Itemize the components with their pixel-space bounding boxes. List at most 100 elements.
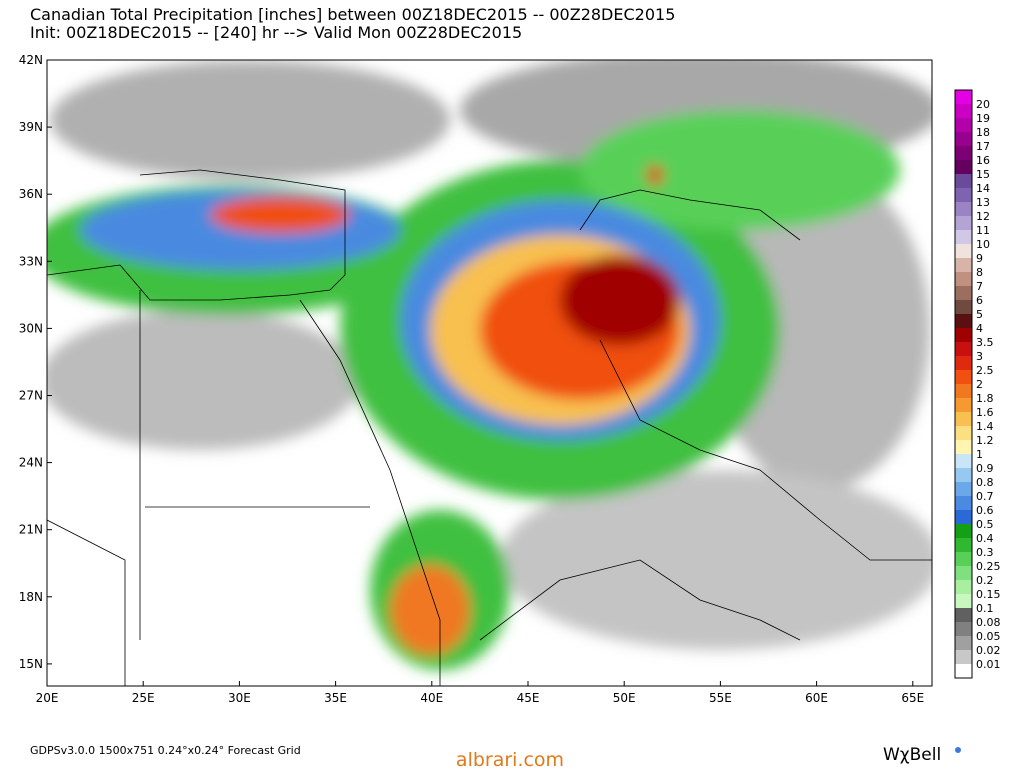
legend-label: 1 — [976, 448, 983, 461]
legend-swatch — [955, 104, 972, 118]
lon-label: 65E — [901, 691, 924, 705]
legend-label: 9 — [976, 252, 983, 265]
lon-label: 40E — [420, 691, 443, 705]
legend-label: 14 — [976, 182, 990, 195]
legend-swatch — [955, 160, 972, 174]
legend-swatch — [955, 622, 972, 636]
legend-frame — [954, 89, 973, 679]
coastlines — [47, 169, 932, 686]
lat-label: 15N — [19, 657, 43, 671]
brand: WχBell — [883, 745, 941, 765]
legend-label: 10 — [976, 238, 990, 251]
legend-swatch — [955, 300, 972, 314]
legend-label: 0.7 — [976, 490, 994, 503]
lat-label: 21N — [19, 523, 43, 537]
lon-label: 25E — [132, 691, 155, 705]
lat-label: 30N — [19, 321, 43, 335]
legend-label: 0.5 — [976, 518, 994, 531]
legend-label: 1.6 — [976, 406, 994, 419]
lon-label: 55E — [709, 691, 732, 705]
legend-swatch — [955, 174, 972, 188]
legend-label: 0.6 — [976, 504, 994, 517]
legend-label: 1.8 — [976, 392, 994, 405]
legend-label: 3 — [976, 350, 983, 363]
watermark: albrari.com — [456, 749, 564, 768]
lon-label: 35E — [324, 691, 347, 705]
legend-swatch — [955, 636, 972, 650]
legend-label: 0.8 — [976, 476, 994, 489]
legend-label: 0.08 — [976, 616, 1001, 629]
legend-label: 0.02 — [976, 644, 1001, 657]
model-info: GDPSv3.0.0 1500x751 0.24°x0.24° Forecast… — [30, 744, 301, 757]
legend-label: 11 — [976, 224, 990, 237]
legend-label: 0.9 — [976, 462, 994, 475]
legend-label: 17 — [976, 140, 990, 153]
legend-swatch — [955, 496, 972, 510]
legend-label: 2 — [976, 378, 983, 391]
lat-label: 33N — [19, 254, 43, 268]
legend-label: 5 — [976, 308, 983, 321]
legend-swatch — [955, 412, 972, 426]
legend-label: 0.01 — [976, 658, 1001, 671]
legend-swatch — [955, 230, 972, 244]
legend-swatch — [955, 286, 972, 300]
legend-label: 7 — [976, 280, 983, 293]
legend-swatch — [955, 118, 972, 132]
legend-swatch — [955, 356, 972, 370]
legend-swatch — [955, 454, 972, 468]
legend-label: 20 — [976, 98, 990, 111]
map-frame — [46, 59, 933, 687]
legend-label: 0.25 — [976, 560, 1001, 573]
legend-swatch — [955, 566, 972, 580]
legend-swatch — [955, 244, 972, 258]
legend-swatch — [955, 468, 972, 482]
legend-swatch — [955, 538, 972, 552]
legend-swatch — [955, 202, 972, 216]
legend-swatch — [955, 132, 972, 146]
lat-label: 24N — [19, 456, 43, 470]
legend-swatch — [955, 342, 972, 356]
precip-field — [47, 60, 932, 686]
legend-swatch — [955, 440, 972, 454]
legend-label: 15 — [976, 168, 990, 181]
legend-swatch — [955, 216, 972, 230]
lon-label: 45E — [517, 691, 540, 705]
legend-swatch — [955, 328, 972, 342]
lat-label: 36N — [19, 187, 43, 201]
legend-label: 19 — [976, 112, 990, 125]
legend-label: 1.2 — [976, 434, 994, 447]
lat-label: 18N — [19, 590, 43, 604]
legend-label: 18 — [976, 126, 990, 139]
legend-label: 0.1 — [976, 602, 994, 615]
legend-swatch — [955, 524, 972, 538]
legend-label: 0.3 — [976, 546, 994, 559]
title: Canadian Total Precipitation [inches] be… — [30, 5, 675, 24]
legend-swatch — [955, 398, 972, 412]
legend-swatch — [955, 188, 972, 202]
legend-swatch — [955, 594, 972, 608]
legend-label: 8 — [976, 266, 983, 279]
legend-label: 4 — [976, 322, 983, 335]
subtitle: Init: 00Z18DEC2015 -- [240] hr --> Valid… — [30, 23, 522, 42]
legend-label: 16 — [976, 154, 990, 167]
lon-label: 30E — [228, 691, 251, 705]
legend-label: 0.4 — [976, 532, 994, 545]
legend-label: 0.2 — [976, 574, 994, 587]
legend-swatch — [955, 482, 972, 496]
lat-label: 27N — [19, 389, 43, 403]
lon-label: 50E — [613, 691, 636, 705]
legend-swatch — [955, 146, 972, 160]
legend-label: 0.15 — [976, 588, 1001, 601]
legend-swatch — [955, 510, 972, 524]
legend-swatch — [955, 384, 972, 398]
legend-label: 2.5 — [976, 364, 994, 377]
legend-label: 12 — [976, 210, 990, 223]
legend-label: 3.5 — [976, 336, 994, 349]
legend-swatch — [955, 664, 972, 678]
legend-swatch — [955, 370, 972, 384]
lat-label: 39N — [19, 120, 43, 134]
legend-label: 0.05 — [976, 630, 1001, 643]
legend-swatch — [955, 258, 972, 272]
legend-swatch — [955, 608, 972, 622]
